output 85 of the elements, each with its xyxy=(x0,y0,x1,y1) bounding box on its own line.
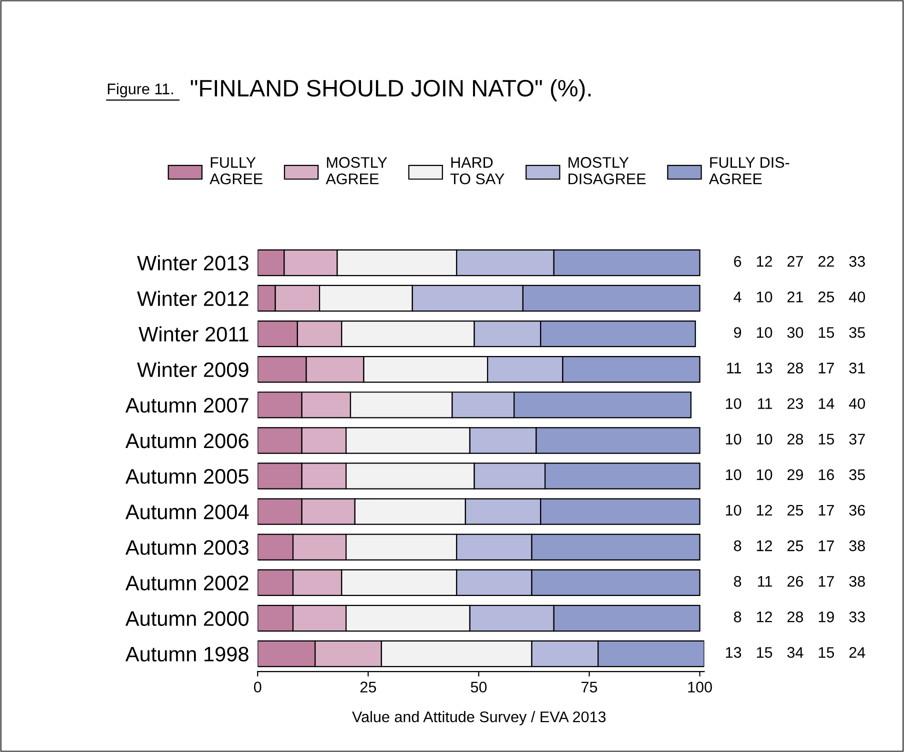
data-label: 28 xyxy=(787,434,804,445)
data-label: 33 xyxy=(849,256,865,267)
data-label: 10 xyxy=(726,469,742,480)
data-label: 40 xyxy=(848,292,866,302)
data-label: 17 xyxy=(818,540,834,552)
data-label: 40 xyxy=(848,398,866,410)
data-label: 29 xyxy=(787,469,803,480)
data-label: 12 xyxy=(756,256,772,267)
legend-label: FULLY AGREE xyxy=(210,157,262,184)
x-tick-label: 100 xyxy=(688,682,712,692)
data-label: 26 xyxy=(787,576,804,587)
y-tick-label: Winter 2012 xyxy=(137,290,248,306)
data-label: 25 xyxy=(818,292,834,302)
data-label: 9 xyxy=(734,327,742,338)
data-label: 10 xyxy=(726,398,742,410)
data-label: 13 xyxy=(756,362,772,374)
data-label: 33 xyxy=(849,611,865,622)
y-tick-label: Winter 2011 xyxy=(138,326,248,342)
data-label: 34 xyxy=(787,647,804,658)
data-label: 10 xyxy=(726,434,742,445)
y-tick-label: Autumn 2003 xyxy=(125,540,248,555)
chart-title: "FINLAND SHOULD JOIN NATO" (%). xyxy=(190,79,591,102)
x-tick-label: 75 xyxy=(582,682,598,692)
data-label: 28 xyxy=(787,611,804,622)
data-label: 10 xyxy=(756,327,772,338)
data-label: 12 xyxy=(756,540,772,552)
data-label: 24 xyxy=(849,647,866,658)
legend-label: MOSTLY AGREE xyxy=(326,157,388,184)
x-tick-label: 25 xyxy=(360,682,376,692)
data-label: 12 xyxy=(756,504,772,516)
text: Value and Attitude Survey / EVA 2013 xyxy=(352,711,606,726)
data-label: 10 xyxy=(756,469,772,480)
data-label: 31 xyxy=(849,362,865,374)
data-label: 38 xyxy=(849,576,865,587)
y-tick-label: Autumn 2000 xyxy=(125,611,248,626)
legend-label: FULLY DIS- AGREE xyxy=(708,157,790,184)
data-label: 14 xyxy=(818,398,834,409)
data-label: 25 xyxy=(787,540,804,552)
data-label: 23 xyxy=(787,398,804,410)
data-label: 11 xyxy=(758,576,772,587)
data-label: 4 xyxy=(734,292,742,302)
data-label: 22 xyxy=(818,256,834,267)
y-tick-label: Autumn 1998 xyxy=(125,646,248,662)
data-label: 27 xyxy=(787,256,803,267)
data-label: 11 xyxy=(758,398,772,409)
data-label: 35 xyxy=(849,469,865,480)
data-label: 15 xyxy=(756,647,772,658)
data-label: 30 xyxy=(787,327,804,338)
data-label: 11 xyxy=(727,362,742,374)
data-label: 21 xyxy=(787,292,803,302)
y-tick-label: Autumn 2004 xyxy=(125,504,249,520)
data-label: 6 xyxy=(734,256,742,267)
data-label: 10 xyxy=(726,504,742,516)
data-label: 38 xyxy=(849,540,865,552)
y-tick-label: Winter 2009 xyxy=(137,362,248,378)
y-tick-label: Winter 2013 xyxy=(137,255,248,270)
data-label: 28 xyxy=(787,362,804,374)
data-label: 17 xyxy=(818,505,834,516)
data-label: 17 xyxy=(818,362,834,374)
data-label: 8 xyxy=(734,540,742,552)
y-tick-label: Autumn 2005 xyxy=(125,469,248,484)
data-label: 8 xyxy=(734,611,742,622)
data-label: 10 xyxy=(756,292,772,302)
x-tick-label: 50 xyxy=(470,682,487,692)
legend-label: HARD TO SAY xyxy=(450,157,504,184)
data-label: 12 xyxy=(756,611,772,622)
data-label: 10 xyxy=(756,434,772,445)
y-tick-label: Autumn 2002 xyxy=(125,576,248,590)
y-tick-label: Autumn 2007 xyxy=(125,398,248,413)
legend-label: MOSTLY DISAGREE xyxy=(568,157,646,184)
data-label: 13 xyxy=(726,647,742,658)
data-label: 36 xyxy=(849,504,865,516)
y-tick-label: Autumn 2006 xyxy=(125,433,248,448)
data-label: 15 xyxy=(818,327,834,338)
caption: Figure 11. xyxy=(108,83,173,98)
data-label: 37 xyxy=(849,434,865,445)
data-label: 19 xyxy=(818,611,834,622)
data-label: 8 xyxy=(734,576,742,587)
data-label: 25 xyxy=(787,504,804,516)
data-label: 17 xyxy=(818,576,834,587)
data-label: 15 xyxy=(818,434,834,445)
data-label: 35 xyxy=(849,327,865,338)
x-tick-label: 0 xyxy=(254,682,262,692)
data-label: 15 xyxy=(818,647,834,658)
data-label: 16 xyxy=(818,469,834,480)
